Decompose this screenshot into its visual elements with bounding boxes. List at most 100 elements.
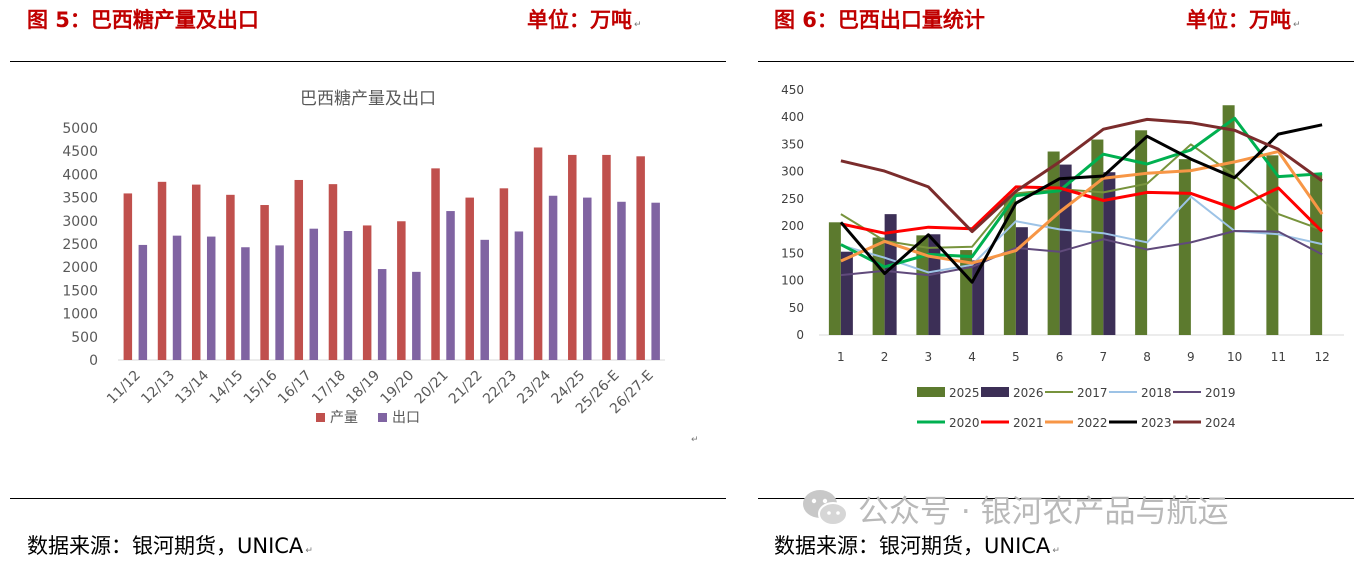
right-x-tick-label: 11 <box>1271 350 1286 364</box>
export-bar <box>446 211 455 360</box>
left-x-tick-label: 23/24 <box>514 367 554 407</box>
right-x-tick-label: 2 <box>881 350 889 364</box>
left-y-tick-label: 0 <box>89 353 98 369</box>
left-x-tick-label: 14/15 <box>207 368 247 408</box>
line-series-2023 <box>839 123 1323 284</box>
right-figure-panel: 图 6：巴西出口量统计 单位：万吨 ↵ 0 50 100 150 200 250 300 350… <box>752 0 1354 562</box>
right-y-tick-label: 350 <box>781 137 804 151</box>
wechat-watermark: 公众号 · 银河农产品与航运 <box>800 484 1320 532</box>
export-bar <box>651 202 660 360</box>
export-bar <box>206 236 216 360</box>
line-series-2019 <box>840 230 1323 277</box>
production-bar <box>157 181 167 360</box>
production-bar <box>636 156 645 360</box>
left-x-tick-label: 19/20 <box>378 368 418 408</box>
production-bar <box>191 184 201 360</box>
left-top-rule <box>10 61 726 62</box>
left-bottom-rule <box>10 498 726 499</box>
right-legend-label: 2024 <box>1205 416 1236 430</box>
line-series-2018 <box>840 195 1323 274</box>
production-bar <box>568 154 577 360</box>
right-y-tick-label: 300 <box>781 165 804 179</box>
bar-2025 <box>1178 159 1191 335</box>
right-y-tick-label: 50 <box>789 301 804 315</box>
production-bar <box>499 188 509 360</box>
right-legend-label: 2026 <box>1013 386 1044 400</box>
export-bar <box>377 269 387 360</box>
left-legend-swatch <box>316 413 325 422</box>
left-chart-title: 巴西糖产量及出口 <box>300 89 436 109</box>
left-y-tick-label: 3500 <box>62 191 98 207</box>
bar-2025 <box>1222 105 1235 335</box>
left-y-tick-label: 4500 <box>62 144 98 160</box>
line-series-2022 <box>840 150 1324 265</box>
production-bar <box>465 197 474 360</box>
export-bar <box>309 228 319 360</box>
export-bar <box>138 244 148 360</box>
export-bar <box>412 271 421 360</box>
paragraph-mark: ↵ <box>691 435 699 445</box>
left-x-tick-label: 21/22 <box>446 368 486 408</box>
left-figure-panel: 图 5：巴西糖产量及出口 单位：万吨 ↵ 巴西糖产量及出口 0 500 1000 1500… <box>10 8 726 558</box>
production-bar <box>260 205 269 360</box>
right-legend-label: 2023 <box>1141 416 1172 430</box>
left-x-tick-label: 20/21 <box>412 368 452 408</box>
right-legend-label: 2021 <box>1013 416 1044 430</box>
left-x-tick-label: 11/12 <box>104 368 144 408</box>
bar-2025 <box>1135 130 1148 335</box>
right-source-note: 数据来源：银河期货，UNICA ↵ <box>774 534 1060 558</box>
wechat-icon <box>803 490 848 526</box>
production-bar <box>533 147 543 360</box>
right-legend-label: 2025 <box>949 386 980 400</box>
left-x-tick-label: 17/18 <box>309 368 349 408</box>
left-y-tick-label: 500 <box>71 330 98 346</box>
right-y-tick-label: 400 <box>781 110 804 124</box>
right-legend-bar-swatch <box>917 387 945 397</box>
right-x-tick-label: 10 <box>1227 350 1242 364</box>
right-y-tick-label: 200 <box>781 219 804 233</box>
left-x-tick-label: 22/23 <box>480 368 520 408</box>
export-bar <box>548 195 558 360</box>
right-x-tick-label: 5 <box>1012 350 1020 364</box>
right-y-tick-label: 100 <box>781 274 804 288</box>
left-y-tick-label: 1500 <box>62 283 98 299</box>
right-legend-bar-swatch <box>981 387 1009 397</box>
right-y-tick-label: 150 <box>781 246 804 260</box>
export-bar <box>514 231 524 360</box>
production-bar <box>602 154 611 360</box>
bar-2025 <box>828 222 841 335</box>
right-y-tick-label: 0 <box>796 328 804 342</box>
bar-2025 <box>1266 155 1279 335</box>
bar-2026 <box>928 234 941 335</box>
left-legend-label: 产量 <box>330 410 358 426</box>
production-bar <box>431 168 440 360</box>
production-bar <box>397 221 406 360</box>
left-source-note: 数据来源：银河期货，UNICA ↵ <box>27 534 313 558</box>
right-legend-label: 2022 <box>1077 416 1108 430</box>
bar-2025 <box>1091 139 1104 335</box>
right-x-tick-label: 4 <box>968 350 976 364</box>
right-y-tick-label: 250 <box>781 192 804 206</box>
left-x-tick-label: 16/17 <box>275 368 315 408</box>
right-legend-label: 2017 <box>1077 386 1108 400</box>
right-figure-title: 图 6：巴西出口量统计 <box>774 8 985 32</box>
export-bar <box>480 239 489 360</box>
right-legend-label: 2019 <box>1205 386 1236 400</box>
export-bar <box>583 197 592 360</box>
left-y-tick-label: 1000 <box>62 307 98 323</box>
production-bar <box>123 193 133 360</box>
left-y-tick-label: 4000 <box>62 167 98 183</box>
right-x-tick-label: 8 <box>1143 350 1151 364</box>
right-top-rule <box>758 61 1354 62</box>
export-bar <box>172 235 182 360</box>
left-unit-label: 单位：万吨 ↵ <box>527 8 642 32</box>
watermark-text: 公众号 · 银河农产品与航运 <box>858 494 1229 530</box>
right-x-tick-label: 7 <box>1100 350 1108 364</box>
left-x-tick-label: 12/13 <box>138 368 178 408</box>
production-bar <box>226 194 235 360</box>
production-bar <box>362 225 372 360</box>
left-figure-title: 图 5：巴西糖产量及出口 <box>27 8 259 32</box>
right-x-tick-label: 1 <box>837 350 845 364</box>
bar-2026 <box>1103 172 1116 335</box>
